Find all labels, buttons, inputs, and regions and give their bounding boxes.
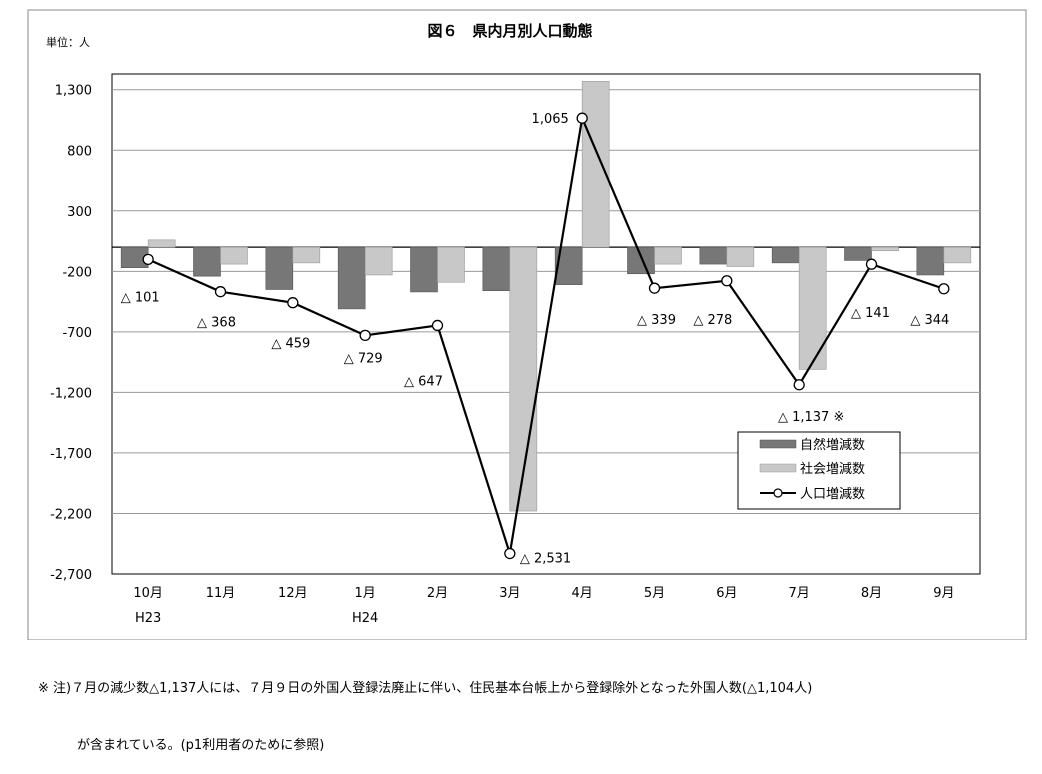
chart-title: 図６ 県内月別人口動態: [427, 22, 592, 40]
y-axis-ticks: 1,300 800 300 -200 -700 -1,200 -1,700 -2,200 -2,…: [50, 84, 92, 583]
x-tick-label: 12月: [278, 586, 308, 601]
x-axis-ticks: 10月 11月 12月 1月 2月 3月 4月 5月 6月 7月 8月 9月 H23 H24: [133, 586, 954, 626]
total-line-marker: [214, 286, 227, 298]
y-tick-label: -2,700: [50, 568, 92, 583]
bar-social: [147, 239, 176, 248]
total-line-marker: [142, 253, 154, 266]
point-labels: △ 101 △ 368 △ 459 △ 729 △ 647 △ 2,531 1,065 △ 3…: [121, 112, 950, 566]
x-tick-label: 2月: [427, 586, 448, 601]
legend-label-natural: 自然増減数: [800, 437, 865, 453]
legend-label-social: 社会増減数: [800, 461, 865, 477]
y-tick-label: -1,700: [50, 447, 92, 462]
total-line-marker: [648, 282, 661, 294]
legend-label-total: 人口増減数: [800, 486, 865, 502]
x-tick-label: 5月: [644, 586, 665, 601]
y-tick-label: 1,300: [55, 84, 92, 99]
point-label: △ 647: [404, 374, 443, 389]
point-label: △ 729: [344, 351, 383, 366]
point-label: △ 459: [271, 337, 310, 352]
total-line-marker: [431, 319, 444, 332]
bar-natural: [410, 246, 438, 293]
bar-social: [798, 246, 827, 370]
total-line-marker: [287, 297, 299, 309]
total-line-path: [147, 114, 945, 554]
bar-social: [871, 246, 899, 252]
bar-social: [292, 246, 321, 264]
y-tick-label: -200: [62, 265, 92, 280]
bar-social: [943, 246, 972, 264]
point-label: 1,065: [532, 112, 569, 127]
year-label: H23: [135, 611, 161, 626]
y-tick-label: 800: [67, 144, 92, 159]
legend-swatch-total-marker: [773, 488, 783, 498]
point-label: △ 141: [851, 306, 890, 321]
point-label: △ 101: [121, 290, 160, 305]
total-line-marker: [938, 283, 950, 295]
point-label: △ 344: [910, 313, 949, 328]
bar-natural: [627, 246, 655, 275]
bars: [120, 80, 972, 512]
point-label: △ 1,137 ※: [778, 410, 844, 425]
x-tick-label: 6月: [716, 586, 737, 601]
legend-swatch-social: [759, 463, 797, 473]
x-tick-label: 8月: [861, 586, 882, 601]
bar-natural: [265, 246, 294, 290]
total-line-marker: [359, 329, 371, 342]
bar-social: [364, 246, 393, 276]
total-line-marker: [865, 258, 878, 270]
x-tick-label: 3月: [499, 586, 520, 601]
bar-social: [654, 246, 682, 265]
x-tick-label: 4月: [572, 586, 593, 601]
x-tick-label: 11月: [206, 586, 236, 601]
y-tick-label: -700: [62, 326, 92, 341]
bar-social: [726, 246, 755, 267]
footnote-line-1: ※ 注)７月の減少数△1,137人には、７月９日の外国人登録法廃止に伴い、住民基…: [38, 681, 813, 696]
bar-natural: [337, 246, 366, 310]
unit-label: 単位：人: [46, 35, 90, 49]
total-line-marker: [504, 547, 516, 560]
bar-social: [581, 80, 610, 248]
legend: 自然増減数 社会増減数 人口増減数: [737, 431, 901, 510]
footnote: ※ 注)７月の減少数△1,137人には、７月９日の外国人登録法廃止に伴い、住民基…: [38, 641, 812, 774]
total-line-marker: [721, 275, 733, 287]
x-tick-label: 9月: [933, 586, 954, 601]
total-line-marker: [576, 112, 588, 124]
x-tick-label: 10月: [133, 586, 163, 601]
point-label: △ 368: [197, 316, 236, 331]
year-label: H24: [352, 611, 378, 626]
total-line-marker: [793, 379, 805, 391]
point-label: △ 339: [637, 313, 676, 328]
total-line: [142, 112, 950, 560]
x-tick-label: 7月: [789, 586, 810, 601]
y-tick-label: 300: [67, 205, 92, 220]
bar-natural: [916, 246, 945, 276]
bar-social: [220, 246, 248, 265]
bar-natural: [844, 246, 872, 261]
bar-natural: [482, 246, 511, 292]
point-label: △ 278: [693, 313, 732, 328]
bar-natural: [699, 246, 728, 265]
bar-social: [437, 246, 465, 283]
bar-natural: [193, 246, 221, 277]
y-tick-label: -2,200: [50, 507, 92, 522]
legend-swatch-natural: [759, 439, 797, 449]
chart-frame: 図６ 県内月別人口動態 単位：人 1,300 800 300 -200 -700 -1,2…: [27, 9, 1027, 640]
x-tick-label: 1月: [355, 586, 376, 601]
footnote-line-2: が含まれている。(p1利用者のために参照): [38, 738, 325, 753]
bar-natural: [771, 246, 800, 264]
y-tick-label: -1,200: [50, 386, 92, 401]
point-label: △ 2,531: [520, 552, 571, 567]
